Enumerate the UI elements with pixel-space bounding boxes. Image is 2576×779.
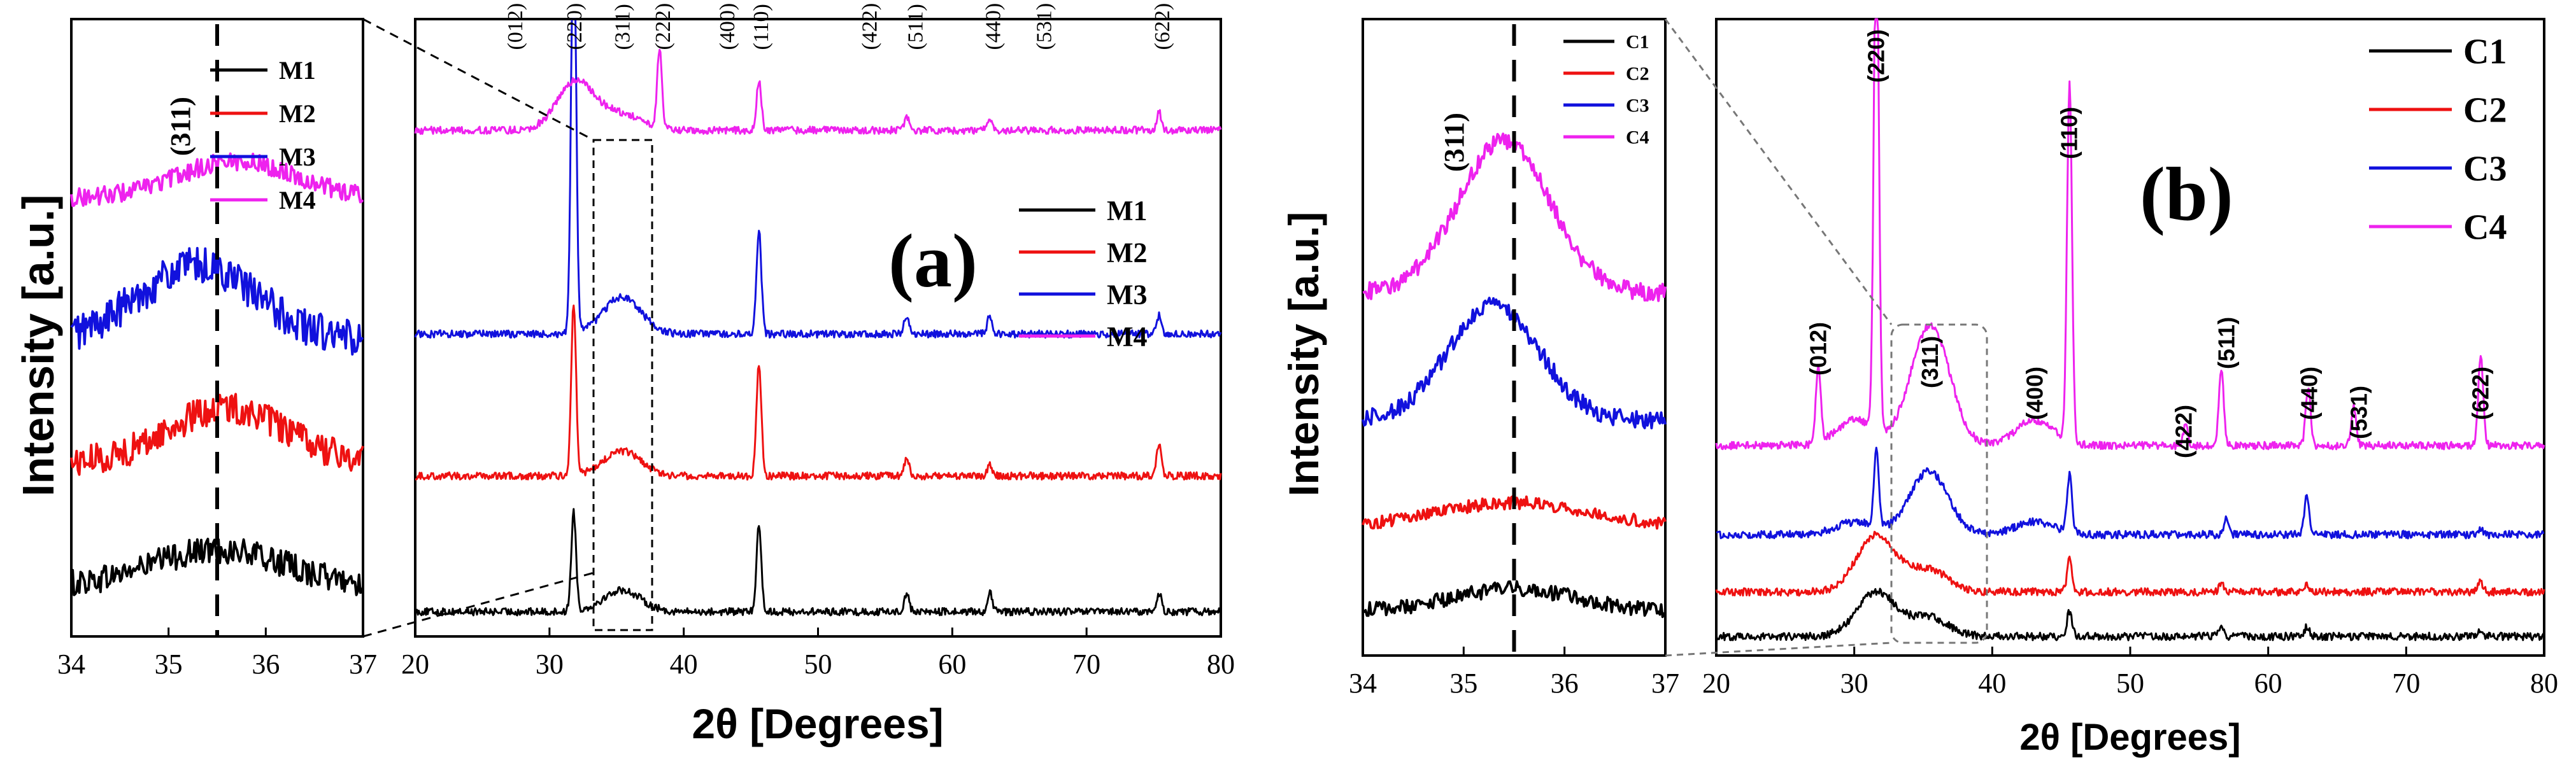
peak-label: (220) — [1863, 29, 1889, 83]
x-tick-label: 80 — [1207, 649, 1235, 680]
x-tick-label: 70 — [1072, 649, 1100, 680]
peak-label: (622) — [2467, 367, 2493, 420]
peak-label: (110) — [2056, 107, 2082, 159]
legend-label-M2: M2 — [1107, 237, 1148, 268]
legend-label-C4: C4 — [2463, 208, 2507, 248]
x-tick-label: 30 — [536, 649, 564, 680]
series-line-M1 — [414, 508, 1222, 617]
panel-a-main: 20 30 40 50 60 70 80 (012) (220) (311) (222) (400) (… — [362, 3, 1235, 747]
legend-label-M4: M4 — [279, 186, 316, 214]
legend-label-C3: C3 — [2463, 150, 2507, 189]
panel-b-main-frame — [1715, 18, 2545, 657]
panel-b-inset-311-label: (311) — [1439, 113, 1470, 172]
peak-label: (222) — [651, 3, 675, 50]
series-line-C1 — [1715, 587, 2545, 642]
panel-b-zoom-connector-top — [1664, 18, 1893, 325]
panel-b-zoom-box — [1890, 323, 1988, 644]
peak-label: (422) — [2171, 405, 2197, 458]
peak-label: (440) — [2296, 367, 2323, 420]
peak-label: (511) — [904, 4, 927, 50]
panel-a-zoom-connector-top — [362, 18, 594, 141]
panel-a-inset-311-label: (311) — [165, 97, 196, 156]
panel-b-inset: 34 35 36 37 C1 C2 C3 C4 (311) Intensity [a.u.] — [1280, 18, 1679, 699]
x-tick-label: 40 — [1978, 668, 2006, 699]
peak-label: (110) — [750, 4, 773, 50]
series-line-M2 — [415, 304, 1222, 481]
x-tick-label: 34 — [1349, 668, 1377, 699]
legend-label-M1: M1 — [1107, 195, 1148, 226]
legend-label-C3: C3 — [1626, 95, 1649, 116]
x-tick-label: 70 — [2392, 668, 2420, 699]
panel-b-main: 20 30 40 50 60 70 80 (012) (220) (311) (400) (110) (… — [1664, 18, 2558, 758]
legend-label-M4: M4 — [1107, 321, 1148, 352]
legend-label-C1: C1 — [2463, 32, 2507, 72]
panel-b-title: (b) — [2140, 151, 2233, 236]
peak-label: (012) — [504, 3, 527, 50]
panel-a-x-axis-label: 2θ [Degrees] — [692, 700, 943, 747]
peak-label: (220) — [563, 3, 587, 50]
legend-label-C2: C2 — [1626, 64, 1649, 85]
x-tick-label: 20 — [401, 649, 429, 680]
legend-label-C4: C4 — [1626, 127, 1649, 148]
legend-label-C1: C1 — [1626, 32, 1649, 53]
peak-label: (012) — [1805, 322, 1831, 375]
x-tick-label: 35 — [155, 649, 183, 680]
panel-a-main-frame — [414, 18, 1222, 638]
panel-b-x-axis-label: 2θ [Degrees] — [2019, 717, 2240, 758]
panel-a-title: (a) — [888, 218, 978, 303]
panel-a-y-axis-label: Intensity [a.u.] — [13, 195, 63, 496]
panel-a-inset: 34 35 36 37 M1 M2 M3 M4 (311) Intensity [a.u.] — [13, 18, 377, 680]
series-line-C4 — [1715, 18, 2545, 451]
series-line-M3 — [70, 247, 364, 356]
panel-b-zoom-connector-bottom — [1665, 642, 1892, 657]
x-tick-label: 50 — [2116, 668, 2144, 699]
x-tick-label: 30 — [1840, 668, 1868, 699]
x-tick-label: 50 — [804, 649, 832, 680]
series-line-M3 — [414, 18, 1222, 339]
series-line-C1 — [1362, 580, 1667, 619]
peak-label: (400) — [716, 3, 739, 50]
panel-a-zoom-box — [592, 139, 653, 631]
legend-label-M3: M3 — [279, 143, 316, 171]
peak-label: (400) — [2022, 367, 2048, 420]
peak-label: (311) — [611, 4, 635, 50]
x-tick-label: 60 — [938, 649, 966, 680]
legend-label-M2: M2 — [279, 99, 316, 128]
legend-label-M1: M1 — [279, 56, 316, 85]
series-line-C2 — [1715, 531, 2545, 597]
peak-label: (531) — [1033, 3, 1057, 50]
peak-label: (311) — [1917, 336, 1943, 388]
panel-b-inset-frame — [1362, 18, 1667, 657]
x-tick-label: 80 — [2530, 668, 2558, 699]
x-tick-label: 37 — [1651, 668, 1679, 699]
x-tick-label: 36 — [1551, 668, 1579, 699]
series-line-C3 — [1716, 446, 2545, 540]
series-line-M4 — [414, 48, 1222, 135]
x-tick-label: 37 — [349, 649, 377, 680]
x-tick-label: 40 — [670, 649, 698, 680]
panel-b-y-axis-label: Intensity [a.u.] — [1280, 212, 1327, 496]
peak-label: (422) — [858, 3, 882, 50]
x-tick-label: 20 — [1702, 668, 1730, 699]
legend-label-C2: C2 — [2463, 91, 2507, 130]
x-tick-label: 60 — [2254, 668, 2282, 699]
x-tick-label: 35 — [1449, 668, 1477, 699]
peak-label: (531) — [2346, 386, 2372, 439]
panel-a-zoom-connector-bottom — [362, 572, 594, 638]
legend-label-M3: M3 — [1107, 279, 1148, 310]
x-tick-label: 36 — [252, 649, 280, 680]
x-tick-label: 34 — [57, 649, 85, 680]
peak-label: (622) — [1151, 3, 1174, 50]
peak-label: (440) — [982, 3, 1006, 50]
peak-label: (511) — [2214, 317, 2240, 369]
